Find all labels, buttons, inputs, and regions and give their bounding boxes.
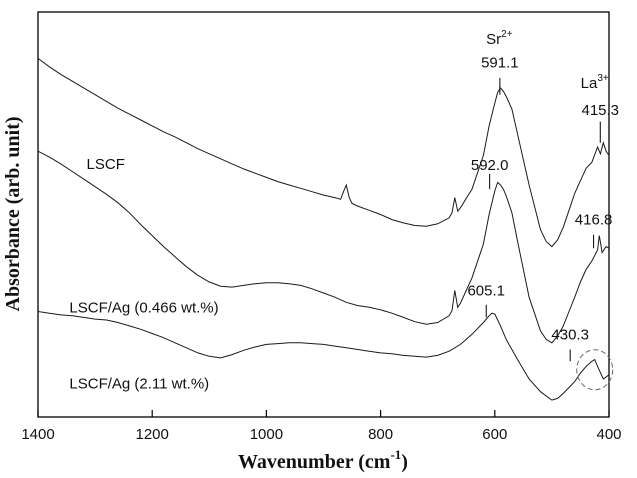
- x-axis-title-unit-sup: -1: [390, 447, 401, 462]
- peak-label: 605.1: [467, 283, 505, 300]
- highlight-circle: [576, 349, 614, 391]
- series-layer: [37, 57, 610, 401]
- series-line-2: [37, 150, 610, 344]
- series-line-1: [37, 57, 610, 248]
- peak-label: 430.3: [551, 326, 589, 343]
- series-label: LSCF: [87, 156, 125, 173]
- x-tick-label: 600: [482, 426, 507, 443]
- series-label: LSCF/Ag (0.466 wt.%): [69, 299, 218, 316]
- x-axis-title-unit: cm: [365, 451, 391, 473]
- x-axis-tick-labels: 1400 1200 1000 800 600 400: [21, 426, 621, 443]
- series-label: Sr2+: [486, 29, 513, 48]
- x-tick-label: 400: [596, 426, 621, 443]
- series-line-3: [37, 311, 610, 401]
- x-tick-label: 1400: [21, 426, 54, 443]
- y-axis-title: Absorbance (arb. unit): [2, 116, 24, 311]
- annotation-layer: LSCF LSCF/Ag (0.466 wt.%) LSCF/Ag (2.11 wt…: [69, 29, 619, 392]
- x-axis-ticks: [37, 410, 610, 417]
- x-axis-title: Wavenumber (cm-1): [238, 447, 408, 473]
- peak-label: 415.3: [581, 102, 619, 119]
- x-tick-label: 800: [368, 426, 393, 443]
- x-tick-label: 1000: [250, 426, 283, 443]
- series-label: La3+: [581, 73, 609, 92]
- series-label: LSCF/Ag (2.11 wt.%): [69, 375, 209, 392]
- peak-label: 416.8: [575, 212, 613, 229]
- x-tick-label: 1200: [136, 426, 169, 443]
- peak-label: 592.0: [471, 157, 509, 174]
- x-axis-title-label: Wavenumber: [238, 451, 354, 473]
- peak-label: 591.1: [481, 55, 519, 72]
- plot-frame: [37, 11, 610, 418]
